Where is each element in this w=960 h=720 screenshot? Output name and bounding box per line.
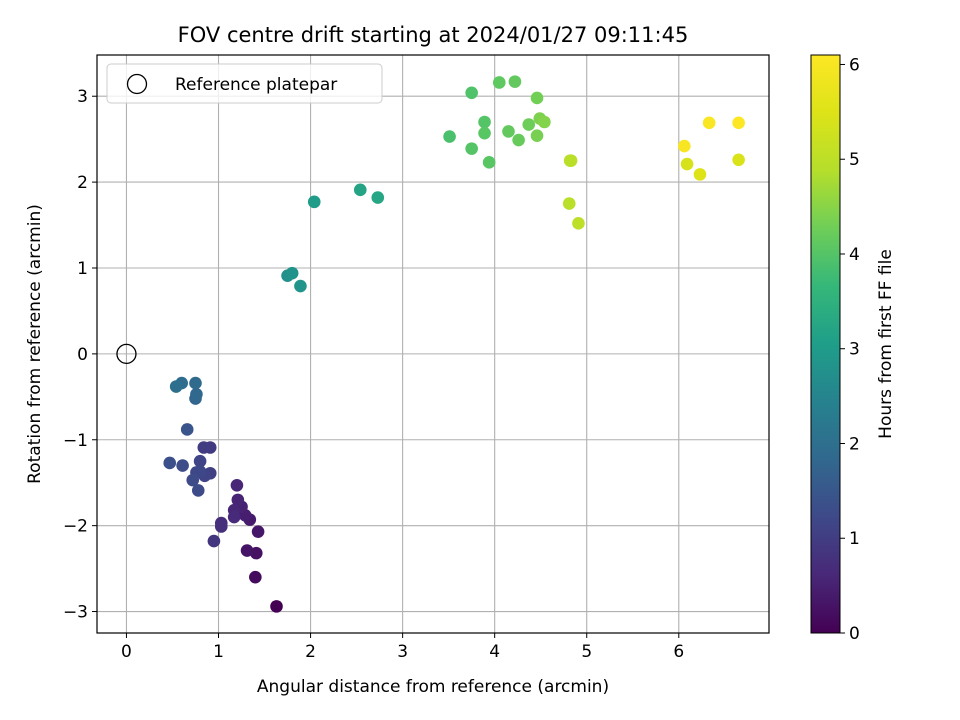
scatter-point — [270, 600, 283, 613]
scatter-point — [353, 183, 367, 197]
scatter-point — [502, 125, 515, 138]
scatter-point — [732, 153, 745, 167]
scatter-point — [163, 456, 177, 470]
x-tick-label: 5 — [581, 642, 592, 662]
scatter-point — [240, 544, 254, 557]
grid — [97, 55, 769, 633]
scatter-point — [702, 116, 716, 130]
scatter-point — [197, 441, 211, 454]
scatter-point — [693, 168, 707, 181]
scatter-point — [189, 376, 202, 390]
x-tick-label: 3 — [397, 642, 408, 662]
y-axis-label: Rotation from reference (arcmin) — [25, 204, 45, 484]
y-axis-ticks: −3 −2 −1 0 1 2 3 — [63, 87, 97, 623]
colorbar-tick-label: 3 — [849, 340, 860, 360]
scatter-point — [294, 279, 307, 293]
scatter-point — [680, 157, 694, 171]
y-tick-label: −2 — [63, 517, 88, 537]
scatter-point — [214, 520, 228, 533]
scatter-point — [443, 130, 456, 143]
y-tick-label: 3 — [77, 87, 88, 107]
scatter-point — [371, 191, 385, 204]
scatter-point — [572, 217, 585, 230]
scatter-point — [227, 510, 241, 524]
scatter-point — [186, 473, 200, 487]
plot-frame — [96, 54, 770, 634]
colorbar-tick-label: 1 — [849, 529, 860, 549]
scatter-point — [564, 154, 578, 167]
scatter-point — [538, 115, 551, 129]
scatter-point — [251, 525, 265, 538]
reference-platepar-marker — [116, 343, 137, 365]
scatter-point — [180, 423, 194, 436]
scatter-point — [678, 139, 691, 153]
scatter-point — [522, 118, 536, 131]
legend-entry-reference-platepar: Reference platepar — [175, 75, 337, 95]
scatter-point — [190, 387, 203, 401]
scatter-point — [512, 133, 525, 147]
x-tick-label: 0 — [121, 642, 132, 662]
y-tick-label: 0 — [77, 345, 88, 365]
scatter-point — [562, 197, 576, 210]
scatter-point — [465, 142, 478, 155]
x-tick-label: 6 — [673, 642, 684, 662]
scatter-point — [465, 86, 478, 100]
scatter-point — [478, 115, 491, 129]
colorbar-tick-label: 4 — [849, 245, 860, 265]
colorbar — [810, 54, 841, 634]
scatter-point — [492, 76, 506, 89]
x-axis-label: Angular distance from reference (arcmin) — [257, 677, 609, 697]
scatter-point — [230, 478, 244, 492]
colorbar-label: Hours from first FF file — [876, 249, 896, 439]
scatter-point — [176, 459, 189, 472]
scatter-point — [482, 156, 496, 169]
scatter-point — [207, 534, 221, 548]
colorbar-tick-label: 0 — [849, 624, 860, 644]
x-tick-label: 4 — [489, 642, 500, 662]
x-tick-label: 2 — [305, 642, 316, 662]
scatter-point — [249, 570, 262, 584]
scatter-point — [478, 126, 491, 140]
data-points — [116, 75, 745, 613]
y-tick-label: 1 — [77, 259, 88, 279]
scatter-point — [307, 195, 321, 209]
legend-marker-reference — [126, 73, 148, 95]
scatter-point — [231, 493, 245, 507]
legend-box — [106, 63, 383, 104]
y-tick-label: 2 — [77, 173, 88, 193]
scatter-point — [530, 91, 544, 105]
x-tick-label: 1 — [213, 642, 224, 662]
scatter-point — [193, 454, 207, 468]
colorbar-tick-label: 2 — [849, 434, 860, 454]
chart-title: FOV centre drift starting at 2024/01/27 … — [178, 23, 689, 47]
colorbar-ticks: 0 1 2 3 4 5 6 — [840, 55, 860, 644]
scatter-point — [191, 484, 205, 497]
y-tick-label: −1 — [63, 431, 88, 451]
scatter-point — [169, 380, 183, 393]
colorbar-tick-label: 5 — [849, 150, 860, 170]
scatter-point — [732, 116, 745, 130]
scatter-point — [508, 75, 522, 88]
colorbar-tick-label: 6 — [849, 55, 860, 75]
scatter-point — [285, 266, 299, 280]
scatter-point — [530, 129, 544, 143]
legend: Reference platepar — [106, 63, 383, 104]
y-tick-label: −3 — [63, 603, 88, 623]
x-axis-ticks: 0 1 2 3 4 5 6 — [121, 633, 684, 662]
